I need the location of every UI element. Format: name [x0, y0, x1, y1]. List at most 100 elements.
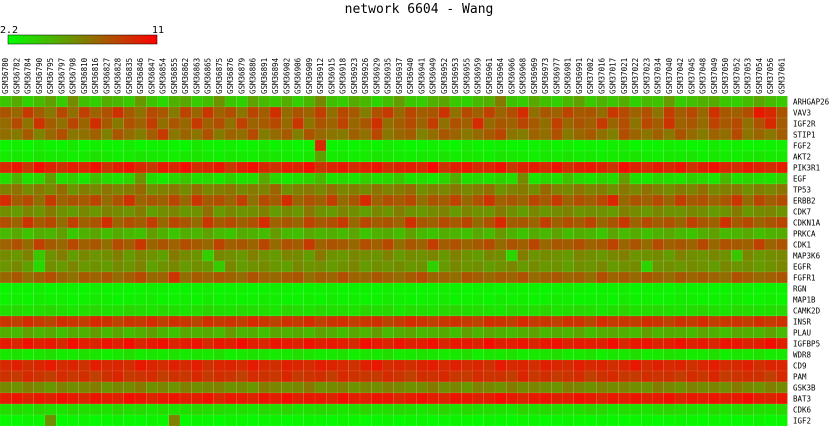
heatmap-cell	[191, 271, 203, 284]
heatmap-cell	[618, 139, 631, 152]
heatmap-cell	[112, 249, 124, 262]
heatmap-cell	[674, 216, 687, 229]
heatmap-cell	[382, 370, 394, 383]
column-label: GSM37002	[586, 58, 595, 94]
heatmap-cell	[539, 172, 552, 185]
row-label: ARHGAP26	[793, 98, 830, 107]
heatmap-cell	[494, 381, 507, 394]
heatmap-cell	[652, 249, 664, 262]
heatmap-cell	[371, 227, 383, 240]
heatmap-cell	[427, 227, 439, 240]
heatmap-cell	[11, 172, 23, 185]
heatmap-cell	[146, 117, 158, 130]
heatmap-cell	[404, 194, 417, 207]
heatmap-cell	[168, 370, 181, 383]
heatmap-cell	[202, 238, 214, 251]
heatmap-cell	[281, 183, 293, 196]
heatmap-cell	[393, 150, 406, 163]
heatmap-cell	[123, 282, 136, 295]
heatmap-cell	[326, 282, 338, 295]
heatmap-cell	[663, 106, 676, 119]
heatmap-cell	[359, 249, 372, 262]
heatmap-cell	[292, 172, 304, 185]
heatmap-cell	[483, 249, 496, 262]
heatmap-cell	[472, 161, 484, 174]
heatmap-cell	[731, 381, 743, 394]
heatmap-cell	[607, 337, 619, 350]
heatmap-cell	[337, 260, 349, 273]
heatmap-cell	[539, 106, 552, 119]
heatmap-cell	[56, 216, 68, 229]
heatmap-cell	[764, 238, 777, 251]
heatmap-cell	[686, 161, 698, 174]
heatmap-cell	[719, 282, 732, 295]
row-label: CDK1	[793, 241, 811, 250]
heatmap-cell	[168, 128, 181, 141]
heatmap-cell	[359, 161, 372, 174]
heatmap-cell	[359, 359, 372, 372]
heatmap-cell	[22, 161, 34, 174]
heatmap-cell	[11, 139, 23, 152]
heatmap-cell	[753, 117, 766, 130]
heatmap-cell	[191, 348, 203, 361]
heatmap-cell	[247, 128, 259, 141]
heatmap-cell	[539, 95, 552, 108]
heatmap-cell	[427, 403, 439, 416]
heatmap-cell	[438, 282, 451, 295]
heatmap-cell	[404, 381, 417, 394]
heatmap-cell	[618, 106, 631, 119]
heatmap-cell	[33, 139, 46, 152]
heatmap-cell	[213, 315, 226, 328]
heatmap-cell	[11, 359, 23, 372]
heatmap-cell	[719, 260, 732, 273]
heatmap-cell	[573, 381, 586, 394]
column-label: GSM36955	[462, 58, 471, 94]
heatmap-cell	[168, 161, 181, 174]
heatmap-cell	[461, 150, 473, 163]
heatmap-cell	[202, 271, 214, 284]
heatmap-cell	[89, 194, 102, 207]
heatmap-cell	[483, 359, 496, 372]
heatmap-cell	[78, 315, 91, 328]
heatmap-cell	[281, 260, 293, 273]
heatmap-cell	[427, 238, 439, 251]
heatmap-cell	[551, 260, 563, 273]
heatmap-cell	[348, 161, 361, 174]
column-label: GSM37016	[597, 57, 606, 94]
heatmap-cell	[753, 381, 766, 394]
heatmap-cell	[393, 403, 406, 416]
heatmap-cell	[562, 392, 574, 405]
heatmap-cell	[629, 227, 642, 240]
heatmap-cell	[629, 260, 642, 273]
heatmap-cell	[44, 139, 57, 152]
heatmap-cell	[179, 293, 192, 306]
heatmap-cell	[101, 216, 113, 229]
heatmap-cell	[607, 161, 619, 174]
heatmap-cell	[652, 304, 664, 317]
heatmap-cell	[686, 216, 698, 229]
heatmap-cell	[179, 381, 192, 394]
row-label: MAP3K6	[793, 252, 821, 261]
heatmap-cell	[67, 403, 79, 416]
heatmap-cell	[652, 414, 664, 426]
heatmap-cell	[472, 106, 484, 119]
heatmap-cell	[326, 381, 338, 394]
heatmap-cell	[652, 172, 664, 185]
heatmap-cell	[573, 183, 586, 196]
heatmap-cell	[404, 271, 417, 284]
heatmap-cell	[168, 282, 181, 295]
heatmap-cell	[134, 106, 147, 119]
heatmap-cell	[652, 128, 664, 141]
heatmap-cell	[191, 392, 203, 405]
heatmap-cell	[618, 282, 631, 295]
heatmap-cell	[202, 414, 214, 426]
heatmap-cell	[337, 381, 349, 394]
heatmap-cell	[359, 293, 372, 306]
heatmap-cell	[348, 370, 361, 383]
column-label: GSM36894	[271, 57, 280, 94]
heatmap-cell	[56, 161, 68, 174]
heatmap-cell	[461, 194, 473, 207]
row-label: EGF	[793, 175, 807, 184]
heatmap-cell	[281, 95, 293, 108]
heatmap-cell	[506, 205, 518, 218]
